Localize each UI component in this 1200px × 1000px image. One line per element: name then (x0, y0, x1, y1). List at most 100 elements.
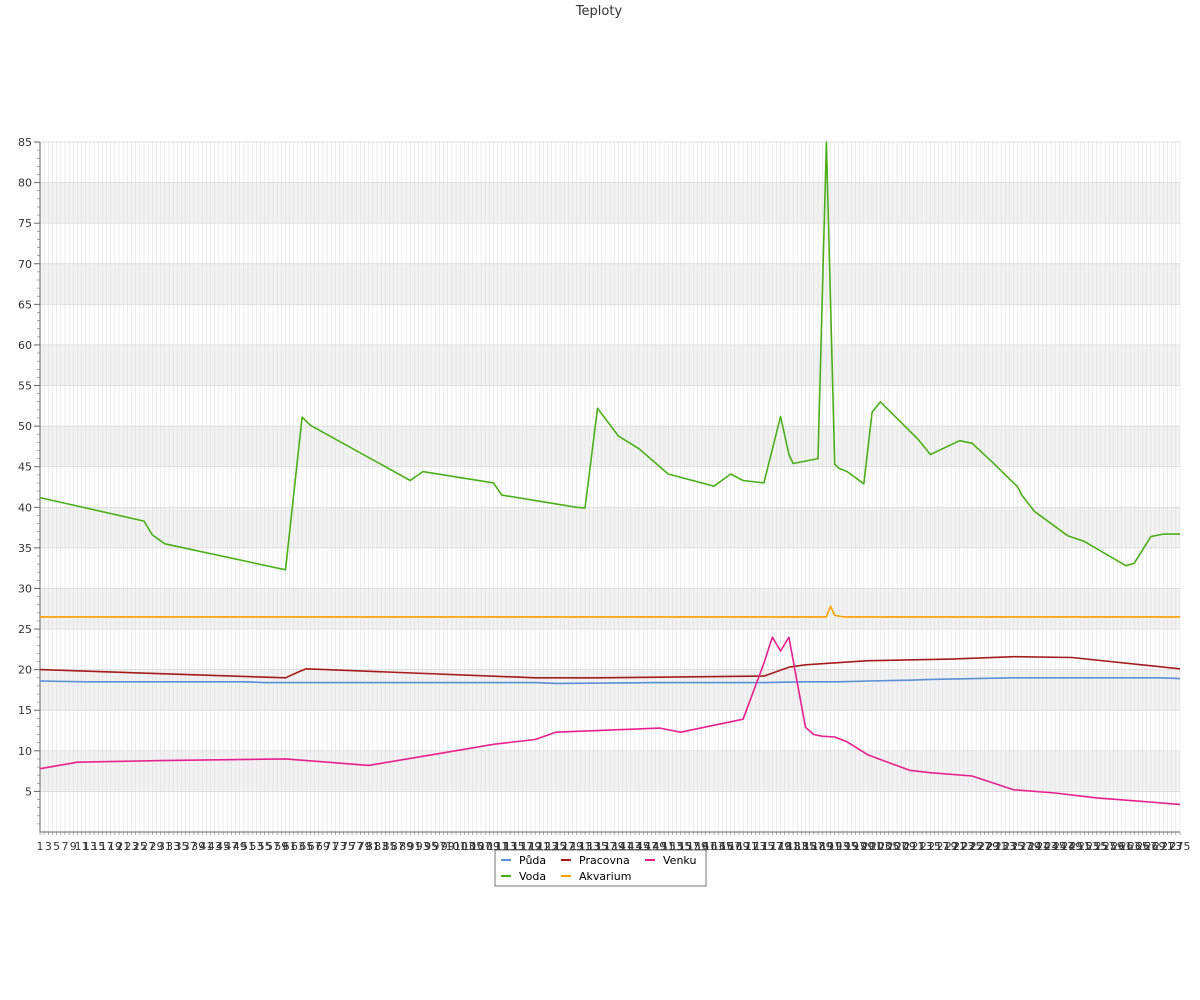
x-tick-label: 171 (737, 840, 758, 853)
x-tick-label: 91 (407, 840, 421, 853)
legend-label: Pracovna (579, 854, 630, 867)
x-tick-label: 85 (382, 840, 396, 853)
y-tick-label: 85 (18, 136, 32, 149)
legend-label: Venku (663, 854, 696, 867)
x-tick-label: 213 (912, 840, 933, 853)
x-tick-label: 183 (787, 840, 808, 853)
x-tick-label: 191 (820, 840, 841, 853)
x-tick-label: 21 (116, 840, 130, 853)
x-tick-label: 241 (1028, 840, 1049, 853)
x-tick-label: 263 (1120, 840, 1141, 853)
x-tick-label: 5 (53, 840, 60, 853)
y-tick-label: 30 (18, 582, 32, 595)
series-line-akvarium (40, 605, 1180, 618)
x-tick-label: 251 (1070, 840, 1091, 853)
x-tick-label: 197 (845, 840, 866, 853)
series-line-venku (39, 636, 1181, 806)
x-tick-label: 225 (961, 840, 982, 853)
x-tick-label: 205 (878, 840, 899, 853)
series-line-pracovna (39, 655, 1181, 679)
x-tick-label: 7 (61, 840, 68, 853)
x-tick-label: 203 (870, 840, 891, 853)
y-tick-label: 20 (18, 664, 32, 677)
x-tick-label: 77 (349, 840, 363, 853)
x-tick-label: 109 (479, 840, 500, 853)
x-tick-label: 47 (224, 840, 238, 853)
x-tick-label: 249 (1061, 840, 1082, 853)
x-tick-label: 179 (770, 840, 791, 853)
x-tick-label: 221 (945, 840, 966, 853)
x-tick-label: 13 (83, 840, 97, 853)
chart-title: Teploty (575, 4, 623, 19)
x-tick-label: 35 (174, 840, 188, 853)
x-tick-label: 163 (704, 840, 725, 853)
x-tick-label: 9 (70, 840, 77, 853)
x-tick-label: 17 (100, 840, 114, 853)
x-tick-label: 103 (454, 840, 475, 853)
x-tick-label: 223 (953, 840, 974, 853)
x-tick-label: 1 (37, 840, 44, 853)
x-tick-label: 211 (903, 840, 924, 853)
x-tick-label: 19 (108, 840, 122, 853)
x-tick-label: 189 (812, 840, 833, 853)
x-tick-label: 209 (895, 840, 916, 853)
x-tick-label: 25 (133, 840, 147, 853)
x-tick-label: 61 (283, 840, 297, 853)
x-tick-label: 37 (183, 840, 197, 853)
x-tick-label: 95 (424, 840, 438, 853)
y-axis: 5 10 15 20 25 30 35 40 45 50 55 60 65 70 75 80 85 (18, 136, 41, 832)
x-tick-label: 245 (1045, 840, 1066, 853)
x-tick-label: 229 (978, 840, 999, 853)
x-tick-label: 255 (1086, 840, 1107, 853)
x-tick-label: 239 (1020, 840, 1041, 853)
legend-box (494, 849, 707, 887)
x-tick-label: 101 (446, 840, 467, 853)
x-tick-label: 89 (399, 840, 413, 853)
x-tick-label: 185 (795, 840, 816, 853)
x-tick-label: 253 (1078, 840, 1099, 853)
x-tick-label: 167 (720, 840, 741, 853)
x-tick-label: 195 (837, 840, 858, 853)
x-tick-label: 175 (753, 840, 774, 853)
x-tick-label: 45 (216, 840, 230, 853)
x-tick-label: 27 (141, 840, 155, 853)
y-tick-label: 45 (18, 461, 32, 474)
legend: Půda Pracovna Venku Voda Akvarium (494, 849, 707, 887)
y-tick-label: 25 (18, 623, 32, 636)
x-tick-label: 215 (920, 840, 941, 853)
x-tick-label: 265 (1128, 840, 1149, 853)
legend-label: Voda (519, 870, 546, 883)
x-tick-label: 93 (416, 840, 430, 853)
x-tick-label: 219 (937, 840, 958, 853)
x-tick-label: 275 (1170, 840, 1191, 853)
x-tick-label: 29 (149, 840, 163, 853)
x-tick-label: 99 (441, 840, 455, 853)
x-tick-label: 53 (249, 840, 263, 853)
x-tick-label: 243 (1036, 840, 1057, 853)
x-tick-label: 69 (316, 840, 330, 853)
x-tick-label: 273 (1161, 840, 1182, 853)
x-tick-label: 23 (125, 840, 139, 853)
y-tick-label: 35 (18, 542, 32, 555)
x-tick-label: 267 (1136, 840, 1157, 853)
x-tick-label: 261 (1111, 840, 1132, 853)
x-tick-label: 41 (199, 840, 213, 853)
y-tick-label: 5 (25, 785, 32, 798)
y-tick-label: 55 (18, 380, 32, 393)
series-lines (39, 141, 1181, 806)
x-tick-label: 257 (1095, 840, 1116, 853)
y-tick-label: 75 (18, 217, 32, 230)
x-tick-label: 105 (462, 840, 483, 853)
x-tick-label: 193 (828, 840, 849, 853)
x-tick-label: 259 (1103, 840, 1124, 853)
x-tick-label: 269 (1145, 840, 1166, 853)
x-tick-label: 169 (728, 840, 749, 853)
x-tick-label: 237 (1011, 840, 1032, 853)
x-tick-label: 231 (986, 840, 1007, 853)
x-tick-label: 165 (712, 840, 733, 853)
x-tick-label: 73 (333, 840, 347, 853)
x-tick-label: 247 (1053, 840, 1074, 853)
y-tick-label: 70 (18, 258, 32, 271)
x-tick-label: 63 (291, 840, 305, 853)
